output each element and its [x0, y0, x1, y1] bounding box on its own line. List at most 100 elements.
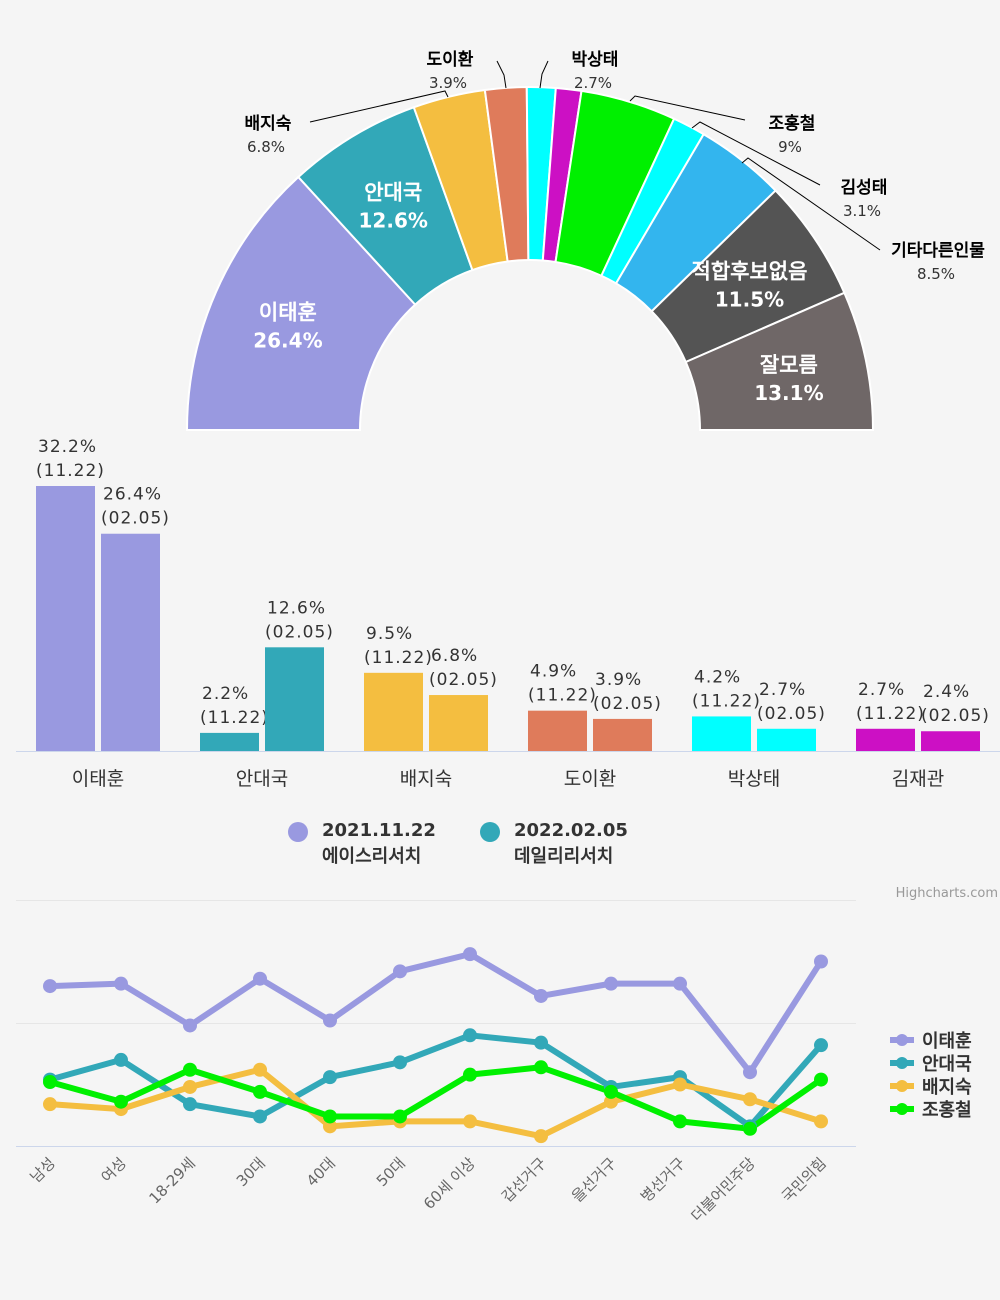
legend-marker-안대국	[896, 1057, 908, 1069]
line-point-안대국[interactable]	[183, 1097, 197, 1112]
highcharts-credit[interactable]: Highcharts.com	[895, 886, 998, 901]
line-point-조홍철[interactable]	[183, 1062, 197, 1077]
line-point-조홍철[interactable]	[43, 1075, 57, 1090]
line-point-이태훈[interactable]	[114, 976, 128, 991]
line-point-이태훈[interactable]	[183, 1018, 197, 1033]
x-tick-label-50대: 50대	[373, 1154, 409, 1190]
line-point-배지숙[interactable]	[743, 1092, 757, 1107]
bar-배지숙-s2[interactable]	[429, 695, 488, 751]
legend-marker-조홍철	[896, 1103, 908, 1115]
line-point-이태훈[interactable]	[604, 976, 618, 991]
donut-connector-배지숙	[309, 90, 449, 123]
legend-label-안대국[interactable]: 안대국	[922, 1054, 972, 1075]
line-point-조홍철[interactable]	[114, 1094, 128, 1109]
line-point-안대국[interactable]	[323, 1070, 337, 1085]
donut-label-안대국: 안대국	[364, 181, 422, 205]
line-point-조홍철[interactable]	[814, 1072, 828, 1087]
bar-김재관-s1[interactable]	[856, 728, 915, 751]
legend-marker-2	[480, 822, 500, 842]
line-point-배지숙[interactable]	[814, 1114, 828, 1129]
donut-connector-조홍철	[629, 95, 746, 121]
line-point-이태훈[interactable]	[253, 971, 267, 986]
line-point-이태훈[interactable]	[814, 954, 828, 969]
x-tick-label-60세 이상: 60세 이상	[420, 1154, 479, 1213]
bar-date-label: (02.05)	[921, 706, 990, 726]
bar-date-label: (11.22)	[528, 686, 597, 706]
bar-이태훈-s1[interactable]	[36, 486, 95, 751]
line-point-조홍철[interactable]	[253, 1084, 267, 1099]
line-point-조홍철[interactable]	[463, 1067, 477, 1082]
donut-pct-잘모름: 13.1%	[754, 381, 823, 405]
legend-label-배지숙[interactable]: 배지숙	[922, 1077, 972, 1098]
line-series-배지숙[interactable]	[49, 1066, 822, 1140]
bar-배지숙-s1[interactable]	[364, 672, 423, 751]
donut-pct-안대국: 12.6%	[359, 209, 428, 233]
donut-pct-기타다른인물: 8.5%	[917, 265, 955, 283]
line-point-이태훈[interactable]	[323, 1013, 337, 1028]
bar-도이환-s1[interactable]	[528, 710, 587, 751]
legend-label-이태훈[interactable]: 이태훈	[922, 1030, 972, 1052]
x-tick-label-배지숙: 배지숙	[400, 768, 452, 790]
donut-slice-이태훈[interactable]	[185, 175, 417, 431]
line-point-이태훈[interactable]	[743, 1065, 757, 1080]
line-point-배지숙[interactable]	[183, 1079, 197, 1094]
bar-value-label: 2.4%	[923, 682, 970, 702]
column-chart: 32.2% (11.22) 26.4% (02.05) 이태훈 2.2% (11.22) 12…	[16, 437, 1000, 790]
bar-김재관-s2[interactable]	[921, 731, 980, 751]
line-point-배지숙[interactable]	[43, 1097, 57, 1112]
donut-label-조홍철: 조홍철	[769, 113, 816, 134]
donut-pct-박상태: 2.7%	[574, 74, 612, 92]
line-point-조홍철[interactable]	[534, 1060, 548, 1075]
line-point-이태훈[interactable]	[393, 964, 407, 979]
bar-안대국-s2[interactable]	[265, 647, 324, 751]
line-point-배지숙[interactable]	[323, 1119, 337, 1134]
line-point-배지숙[interactable]	[604, 1094, 618, 1109]
line-point-안대국[interactable]	[393, 1055, 407, 1070]
line-point-배지숙[interactable]	[253, 1062, 267, 1077]
line-point-안대국[interactable]	[114, 1052, 128, 1067]
bar-value-label: 4.2%	[694, 667, 741, 687]
line-series-조홍철[interactable]	[49, 1064, 823, 1132]
bar-date-label: (11.22)	[200, 708, 269, 728]
line-point-배지숙[interactable]	[534, 1129, 548, 1144]
bar-박상태-s1[interactable]	[692, 716, 751, 751]
line-point-조홍철[interactable]	[673, 1114, 687, 1129]
donut-connector-박상태	[539, 60, 549, 89]
line-point-안대국[interactable]	[463, 1028, 477, 1043]
x-tick-label-여성: 여성	[98, 1154, 130, 1186]
donut-label-잘모름: 잘모름	[760, 353, 818, 377]
donut-connector-김성태	[691, 121, 821, 186]
legend-label-2-source: 데일리리서치	[514, 846, 614, 867]
bar-date-label: (02.05)	[593, 694, 662, 714]
line-point-이태훈[interactable]	[463, 947, 477, 962]
bar-date-label: (02.05)	[265, 622, 334, 642]
line-point-조홍철[interactable]	[323, 1109, 337, 1124]
line-point-안대국[interactable]	[814, 1038, 828, 1053]
line-point-이태훈[interactable]	[534, 988, 548, 1003]
line-series-이태훈[interactable]	[49, 951, 824, 1076]
bar-도이환-s2[interactable]	[593, 718, 652, 751]
bar-박상태-s2[interactable]	[757, 728, 816, 751]
bar-date-label: (11.22)	[36, 461, 105, 481]
bar-value-label: 2.2%	[202, 684, 249, 704]
line-point-조홍철[interactable]	[604, 1084, 618, 1099]
bar-이태훈-s2[interactable]	[101, 533, 160, 751]
x-tick-label-갑선거구: 갑선거구	[498, 1154, 550, 1206]
bar-안대국-s1[interactable]	[200, 732, 259, 751]
donut-pct-적합후보없음: 11.5%	[715, 287, 784, 311]
column-legend: 2021.11.22 에이스리서치 2022.02.05 데일리리서치	[0, 818, 1000, 878]
x-tick-label-남성: 남성	[27, 1154, 59, 1186]
line-point-조홍철[interactable]	[743, 1121, 757, 1136]
line-point-배지숙[interactable]	[673, 1077, 687, 1092]
x-tick-label-병선거구: 병선거구	[637, 1154, 689, 1206]
line-point-조홍철[interactable]	[393, 1109, 407, 1124]
line-point-안대국[interactable]	[253, 1109, 267, 1124]
legend-label-조홍철[interactable]: 조홍철	[922, 1099, 972, 1121]
line-point-이태훈[interactable]	[43, 979, 57, 994]
line-point-이태훈[interactable]	[673, 976, 687, 991]
line-point-안대국[interactable]	[534, 1035, 548, 1050]
line-point-배지숙[interactable]	[463, 1114, 477, 1129]
legend-label-1-date: 2021.11.22	[322, 820, 436, 841]
donut-slice-잘모름[interactable]	[684, 291, 875, 431]
legend-marker-이태훈	[896, 1034, 908, 1046]
